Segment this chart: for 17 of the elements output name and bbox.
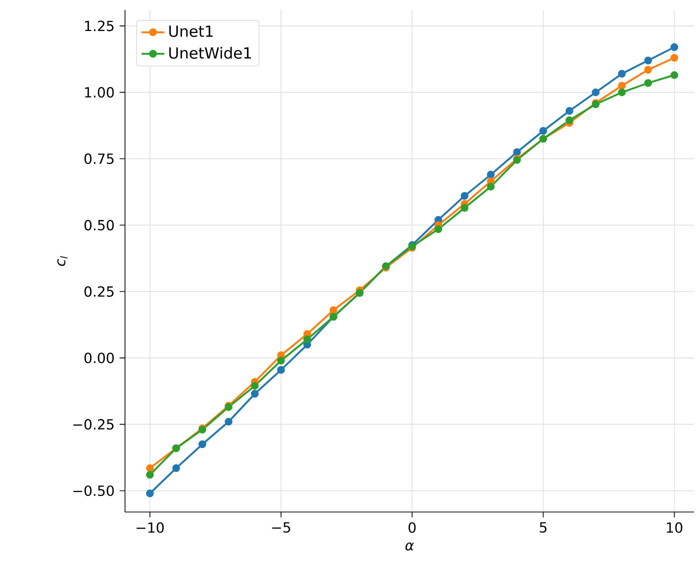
x-tick-label: −10	[136, 522, 164, 533]
x-tick-label: 10	[666, 522, 682, 533]
y-tick-label: 0.00	[84, 352, 114, 364]
y-tick-label: 1.00	[85, 87, 114, 98]
x-tick-label: −5	[272, 522, 290, 533]
y-tick-label: −0.50	[73, 485, 114, 496]
legend-label: Unet1	[169, 26, 213, 38]
x-tick-label: 5	[540, 522, 546, 533]
x-axis-title: α	[406, 542, 414, 550]
x-tick-label: 0	[408, 522, 416, 533]
y-axis-title: c$_{l}$	[57, 256, 68, 266]
y-tick-label: 0.75	[84, 153, 114, 164]
legend-label: UnetWide1	[169, 46, 251, 59]
y-tick-label: 0.25	[84, 286, 114, 297]
y-tick-label: 0.50	[84, 220, 114, 230]
y-tick-label: 1.25	[85, 20, 114, 32]
y-tick-label: −0.25	[73, 419, 114, 430]
